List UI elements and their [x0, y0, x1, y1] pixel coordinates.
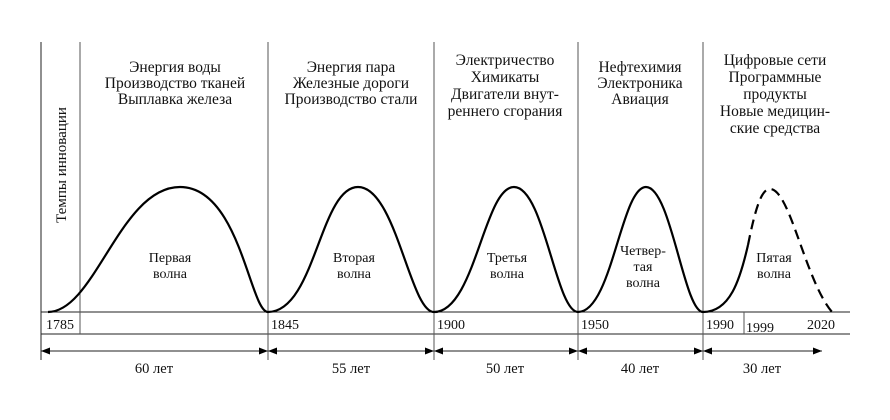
duration-label-3: 50 лет	[486, 361, 525, 377]
era-2-label-line-2: Железные дороги	[293, 75, 409, 92]
year-label-1785: 1785	[46, 318, 74, 333]
era-1-label-line-2: Производство тканей	[105, 75, 245, 92]
arrowhead	[41, 347, 50, 355]
wave-2-label-line-1: Вторая	[333, 251, 375, 266]
era-5-label-line-2: Программные	[729, 69, 822, 86]
arrowhead	[578, 347, 587, 355]
year-label-1900: 1900	[437, 318, 465, 333]
wave-1-label-line-2: волна	[153, 267, 188, 282]
era-4-label-line-3: Авиация	[611, 91, 668, 108]
era-5: Цифровые сети Программные продукты Новые…	[702, 52, 835, 377]
wave-1-label-line-1: Первая	[149, 251, 192, 266]
era-4-label-line-2: Электроника	[597, 75, 682, 92]
vertical-axis-label: Темпы инновации	[54, 107, 70, 223]
arrowhead	[569, 347, 578, 355]
year-label-1999: 1999	[746, 321, 774, 336]
era-3-label-line-1: Электричество	[456, 52, 555, 69]
era-5-label-line-3: продукты	[743, 86, 807, 103]
era-2: Энергия пара Железные дороги Производств…	[267, 59, 435, 377]
arrowhead	[694, 347, 703, 355]
year-label-1845: 1845	[271, 318, 299, 333]
wave-2-curve	[267, 185, 435, 314]
era-5-label-line-1: Цифровые сети	[724, 52, 827, 69]
duration-label-2: 55 лет	[332, 361, 371, 377]
era-3-label-line-4: реннего сгорания	[448, 103, 563, 120]
wave-5-curve-solid	[702, 244, 750, 314]
timeline-arrowheads	[41, 347, 822, 355]
year-label-2020: 2020	[807, 318, 835, 333]
era-3-label-line-3: Двигатели внут-	[451, 86, 559, 103]
wave-4-curve	[577, 185, 704, 314]
wave-4-label-line-1: Четвер-	[620, 244, 666, 259]
era-3: Электричество Химикаты Двигатели внут- р…	[433, 52, 579, 377]
duration-label-5: 30 лет	[743, 361, 782, 377]
arrowhead	[703, 347, 712, 355]
arrowhead	[434, 347, 443, 355]
arrowhead	[425, 347, 434, 355]
era-5-label-line-4: Новые медицин-	[720, 103, 830, 120]
era-1-label-line-1: Энергия воды	[129, 59, 221, 76]
wave-2-label-line-2: волна	[337, 267, 372, 282]
era-4-label-line-1: Нефтехимия	[598, 59, 681, 76]
duration-label-4: 40 лет	[621, 361, 660, 377]
wave-5-label-line-2: волна	[757, 267, 792, 282]
wave-1-curve	[47, 185, 269, 314]
wave-5-label-line-1: Пятая	[756, 251, 792, 266]
era-5-label-line-5: ские средства	[730, 120, 820, 137]
era-1: Энергия воды Производство тканей Выплавк…	[46, 59, 269, 377]
wave-4-label-line-3: волна	[626, 276, 661, 291]
duration-label-1: 60 лет	[135, 361, 174, 377]
wave-5-curve-dashed	[746, 187, 833, 313]
wave-3-label-line-1: Третья	[487, 251, 528, 266]
wave-4-label-line-2: тая	[634, 260, 654, 275]
era-2-label-line-3: Производство стали	[285, 91, 418, 108]
arrowhead	[268, 347, 277, 355]
era-4: Нефтехимия Электроника Авиация Четвер- т…	[577, 59, 704, 377]
era-2-label-line-1: Энергия пара	[307, 59, 396, 76]
era-3-label-line-2: Химикаты	[471, 69, 540, 86]
year-label-1950: 1950	[581, 318, 609, 333]
wave-3-curve	[433, 185, 579, 314]
era-1-label-line-3: Выплавка железа	[118, 91, 232, 108]
arrowhead	[259, 347, 268, 355]
wave-3-label-line-2: волна	[490, 267, 525, 282]
arrowhead	[813, 347, 822, 355]
year-label-1990: 1990	[706, 318, 734, 333]
